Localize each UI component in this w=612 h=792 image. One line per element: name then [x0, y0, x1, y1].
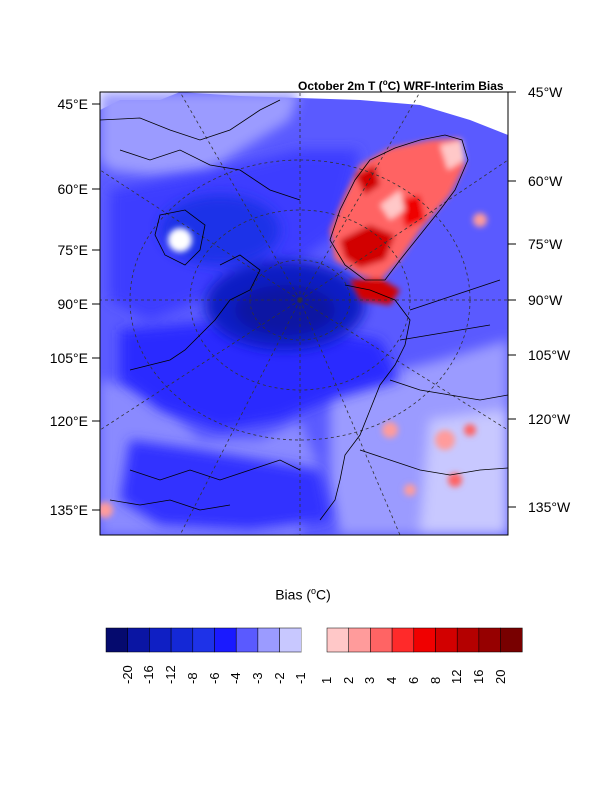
colorbar-box	[149, 627, 172, 653]
colorbar-tick-label: 3	[362, 676, 378, 684]
left-label-120e: 120°E	[49, 413, 88, 429]
right-label-90w: 90°W	[528, 292, 563, 308]
map-title-degree: o	[382, 78, 388, 87]
colorbar-tick-label: 16	[470, 669, 486, 684]
eurasia-light	[100, 92, 300, 175]
colorbar-tick-label: 20	[492, 669, 508, 684]
colorbar-tick-label: -12	[163, 665, 179, 684]
colorbar-box	[413, 627, 436, 653]
north-america-coastline	[319, 279, 508, 521]
greenland-coastline	[329, 134, 469, 281]
right-label-75w: 75°W	[528, 236, 563, 252]
colorbar-box	[370, 627, 393, 653]
colorbar-tick-label: -1	[293, 672, 309, 684]
left-label-135e: 135°E	[49, 502, 88, 518]
colorbar-box	[192, 627, 215, 653]
colorbar-tick-label: 2	[340, 676, 356, 684]
right-label-45w: 45°W	[528, 84, 563, 100]
left-label-45e: 45°E	[57, 96, 88, 112]
colorbar-box	[500, 627, 523, 653]
colorbar-title-suffix: C)	[316, 586, 331, 603]
colorbar-tick-label: 6	[405, 676, 421, 684]
colorbar-box	[279, 627, 302, 653]
colorbar-tick-label: 4	[384, 676, 400, 684]
right-label-60w: 60°W	[528, 173, 563, 189]
map-title: October 2m T (oC) WRF-Interim Bias	[298, 78, 504, 93]
colorbar-tick-label: -3	[249, 672, 265, 684]
colorbar-box	[301, 628, 323, 652]
colorbar-box	[214, 627, 237, 653]
left-label-75e: 75°E	[57, 242, 88, 258]
colorbar-box	[391, 627, 415, 653]
colorbar-tick-label: -8	[184, 672, 200, 684]
colorbar-box	[435, 627, 458, 653]
colorbar-box	[348, 627, 371, 653]
colorbar-title-prefix: Bias (	[275, 586, 311, 603]
colorbar-tick-label: -2	[271, 672, 287, 684]
colorbar-box	[170, 627, 194, 653]
colorbar-tick-label: -4	[228, 672, 244, 684]
left-label-90e: 90°E	[57, 296, 88, 312]
map-title-suffix: C) WRF-Interim Bias	[387, 79, 504, 93]
map-title-prefix: October 2m T (	[298, 79, 383, 93]
colorbar-tick-label: -6	[206, 672, 222, 684]
colorbar-box	[326, 627, 349, 653]
left-label-60e: 60°E	[57, 181, 88, 197]
colorbar-box	[235, 627, 259, 653]
colorbar-box	[127, 627, 150, 653]
colorbar-box	[456, 627, 480, 653]
colorbar-box	[105, 627, 128, 653]
colorbar-title: Bias (oC)	[258, 586, 348, 603]
right-label-105w: 105°W	[528, 347, 571, 363]
colorbar-box	[478, 627, 501, 653]
colorbar-tick-label: 1	[319, 676, 334, 684]
map-frame	[99, 91, 509, 536]
colorbar-title-degree: o	[311, 586, 317, 596]
missing-data-area	[180, 92, 508, 135]
right-label-135w: 135°W	[528, 499, 571, 515]
colorbar-tick-label: -16	[141, 665, 157, 684]
colorbar-tick-label: 8	[427, 676, 443, 684]
colorbar-tick-label: 12	[449, 669, 465, 684]
colorbar-box	[257, 627, 280, 653]
colorbar-tick-label: -20	[119, 665, 135, 684]
right-label-120w: 120°W	[528, 411, 571, 427]
eurasia-coastline	[100, 99, 301, 371]
left-label-105e: 105°E	[49, 350, 88, 366]
